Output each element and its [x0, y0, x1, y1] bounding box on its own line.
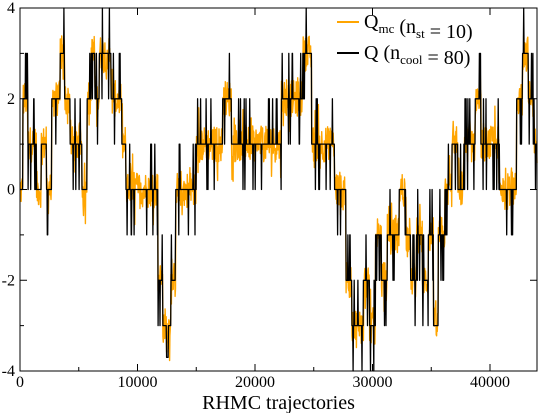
x-tick-label: 0 [16, 374, 24, 391]
x-tick-label: 20000 [235, 374, 275, 391]
y-tick-label: -4 [2, 363, 15, 380]
x-tick-label: 40000 [470, 374, 510, 391]
series-layer [19, 7, 538, 372]
plot-frame [19, 7, 538, 372]
legend: Qmc (nst = 10)Q (ncool = 80) [337, 11, 473, 69]
legend-label-mc: Qmc (nst = 10) [364, 11, 473, 43]
y-tick-label: 0 [7, 182, 15, 199]
legend-label-cool: Q (ncool = 80) [364, 42, 470, 69]
x-tick-label: 30000 [353, 374, 393, 391]
series-line-cool [19, 7, 538, 372]
y-tick-label: 2 [7, 91, 15, 108]
x-tick-label: 10000 [118, 374, 158, 391]
x-axis-title: RHMC trajectories [202, 392, 355, 413]
y-tick-label: 4 [7, 0, 15, 17]
y-tick-label: -2 [2, 272, 15, 289]
axis-layer: 0 10000 20000 30000 40000 -4 -2 0 2 4 [2, 0, 537, 391]
